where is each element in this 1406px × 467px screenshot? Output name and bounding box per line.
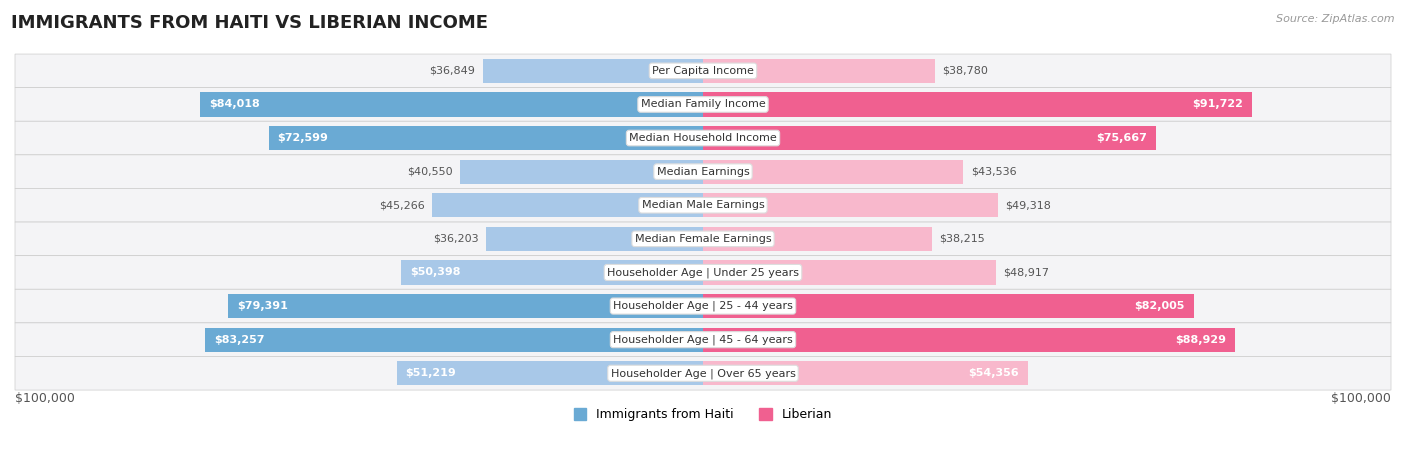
Text: $36,849: $36,849	[429, 66, 475, 76]
Text: Median Household Income: Median Household Income	[628, 133, 778, 143]
Text: $88,929: $88,929	[1175, 335, 1226, 345]
Text: $82,005: $82,005	[1135, 301, 1185, 311]
Text: Median Family Income: Median Family Income	[641, 99, 765, 109]
Text: Median Female Earnings: Median Female Earnings	[634, 234, 772, 244]
Bar	[228, 294, 703, 318]
Bar	[703, 126, 1156, 150]
FancyBboxPatch shape	[15, 88, 1391, 121]
Text: $79,391: $79,391	[238, 301, 288, 311]
Text: Householder Age | 45 - 64 years: Householder Age | 45 - 64 years	[613, 334, 793, 345]
Bar	[703, 361, 1028, 385]
Text: Householder Age | Over 65 years: Householder Age | Over 65 years	[610, 368, 796, 379]
Text: $49,318: $49,318	[1005, 200, 1052, 210]
Text: $72,599: $72,599	[277, 133, 329, 143]
Text: IMMIGRANTS FROM HAITI VS LIBERIAN INCOME: IMMIGRANTS FROM HAITI VS LIBERIAN INCOME	[11, 14, 488, 32]
FancyBboxPatch shape	[15, 189, 1391, 222]
Text: $91,722: $91,722	[1192, 99, 1243, 109]
Text: Per Capita Income: Per Capita Income	[652, 66, 754, 76]
Text: $38,780: $38,780	[942, 66, 988, 76]
Text: $51,219: $51,219	[405, 368, 457, 378]
Bar	[460, 160, 703, 184]
Legend: Immigrants from Haiti, Liberian: Immigrants from Haiti, Liberian	[569, 403, 837, 426]
Bar	[486, 227, 703, 251]
Bar	[269, 126, 703, 150]
Bar	[703, 92, 1251, 117]
Text: $54,356: $54,356	[969, 368, 1019, 378]
Bar	[703, 294, 1194, 318]
Text: Householder Age | 25 - 44 years: Householder Age | 25 - 44 years	[613, 301, 793, 311]
Text: $36,203: $36,203	[433, 234, 479, 244]
Bar	[703, 160, 963, 184]
Bar	[205, 327, 703, 352]
Text: Source: ZipAtlas.com: Source: ZipAtlas.com	[1277, 14, 1395, 24]
Text: $100,000: $100,000	[15, 392, 75, 405]
Text: $40,550: $40,550	[408, 167, 453, 177]
Bar	[703, 327, 1234, 352]
Bar	[703, 59, 935, 83]
Text: Householder Age | Under 25 years: Householder Age | Under 25 years	[607, 267, 799, 278]
Text: $43,536: $43,536	[970, 167, 1017, 177]
Bar	[703, 261, 995, 284]
FancyBboxPatch shape	[15, 323, 1391, 356]
FancyBboxPatch shape	[15, 289, 1391, 323]
Bar	[396, 361, 703, 385]
FancyBboxPatch shape	[15, 155, 1391, 189]
FancyBboxPatch shape	[15, 356, 1391, 390]
Text: $48,917: $48,917	[1002, 268, 1049, 277]
Bar	[432, 193, 703, 217]
Text: $83,257: $83,257	[214, 335, 264, 345]
Bar	[703, 193, 998, 217]
FancyBboxPatch shape	[15, 255, 1391, 289]
Text: $75,667: $75,667	[1095, 133, 1147, 143]
Bar	[482, 59, 703, 83]
Text: Median Male Earnings: Median Male Earnings	[641, 200, 765, 210]
Text: $84,018: $84,018	[209, 99, 260, 109]
FancyBboxPatch shape	[15, 121, 1391, 155]
Text: $50,398: $50,398	[411, 268, 461, 277]
Bar	[200, 92, 703, 117]
Text: Median Earnings: Median Earnings	[657, 167, 749, 177]
FancyBboxPatch shape	[15, 222, 1391, 255]
FancyBboxPatch shape	[15, 54, 1391, 88]
Text: $100,000: $100,000	[1331, 392, 1391, 405]
Bar	[402, 261, 703, 284]
Text: $38,215: $38,215	[939, 234, 984, 244]
Text: $45,266: $45,266	[380, 200, 425, 210]
Bar	[703, 227, 932, 251]
